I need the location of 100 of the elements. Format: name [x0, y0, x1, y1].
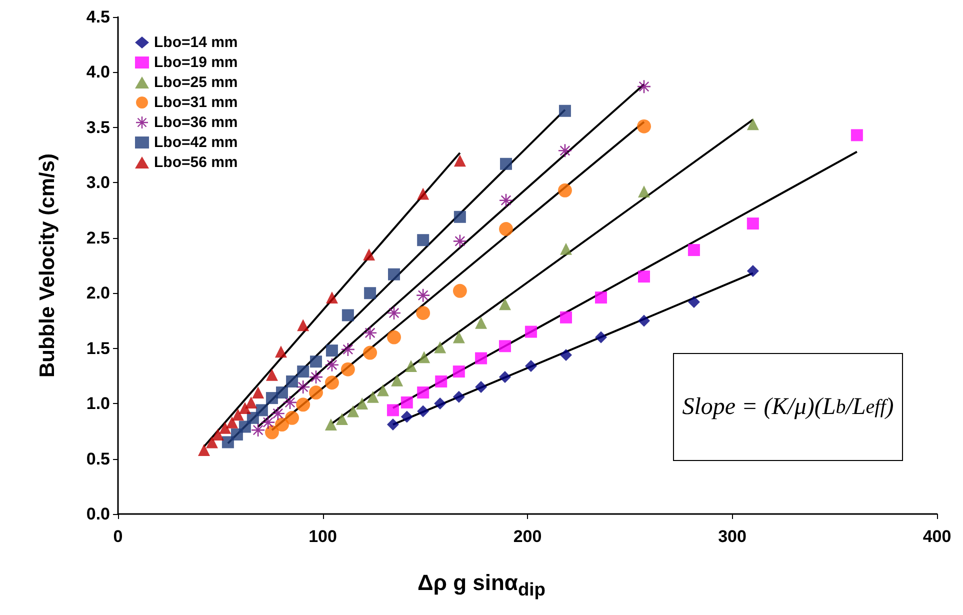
point [212, 428, 224, 440]
point [238, 402, 251, 414]
point [417, 405, 430, 418]
point [364, 287, 376, 300]
x-tick-label: 0 [113, 527, 123, 546]
point [232, 408, 244, 421]
point [595, 292, 608, 304]
y-tick-label: 3.5 [86, 118, 110, 137]
point [388, 268, 400, 280]
point [336, 413, 348, 426]
point [746, 218, 759, 230]
point [286, 375, 298, 388]
point [274, 346, 287, 358]
point [342, 309, 354, 322]
point [417, 188, 430, 200]
point [418, 351, 430, 364]
point [454, 154, 466, 167]
point [453, 234, 466, 248]
point [296, 398, 310, 412]
point [256, 404, 268, 416]
point [558, 104, 571, 117]
point [297, 366, 310, 378]
point [285, 410, 300, 425]
point [391, 374, 404, 386]
point [252, 386, 264, 399]
point [850, 129, 863, 142]
point [347, 405, 360, 418]
point [326, 292, 338, 304]
x-tick-label: 200 [513, 527, 542, 546]
point [400, 410, 413, 423]
point [688, 296, 700, 308]
y-tick-label: 3.0 [86, 173, 110, 192]
point [417, 386, 430, 399]
point [309, 386, 323, 400]
x-tick-label: 400 [922, 527, 952, 546]
point [500, 194, 512, 207]
point [746, 118, 759, 130]
point [638, 270, 650, 283]
point [324, 376, 339, 390]
point [206, 436, 218, 448]
point [595, 331, 608, 344]
point [366, 390, 379, 403]
point [434, 341, 446, 354]
point [404, 360, 417, 372]
point [452, 331, 465, 344]
point [275, 418, 290, 432]
point [266, 392, 278, 404]
y-tick-label: 0.0 [86, 504, 110, 524]
point [524, 360, 537, 372]
point [276, 386, 288, 399]
legend-label: Lbo=14 mm [154, 34, 238, 51]
point [238, 420, 251, 433]
point [498, 298, 511, 310]
point [297, 319, 310, 332]
point [452, 390, 465, 403]
point [264, 425, 279, 440]
point [435, 375, 448, 388]
y-tick-label: 1.0 [86, 394, 110, 414]
point [219, 422, 232, 434]
point [363, 248, 376, 260]
y-tick-label: 2.5 [86, 228, 110, 248]
point [266, 368, 278, 381]
y-tick-label: 4.5 [86, 8, 110, 26]
point [637, 119, 652, 134]
point [326, 344, 338, 357]
point [475, 380, 488, 393]
legend-label: Lbo=25 mm [154, 74, 238, 91]
point [400, 396, 413, 408]
legend-label: Lbo=31 mm [154, 94, 238, 111]
point [386, 404, 399, 416]
y-tick-label: 1.5 [86, 338, 110, 358]
point [245, 396, 258, 408]
legend-label: Lbo=36 mm [154, 114, 238, 131]
point [558, 183, 572, 198]
point [746, 265, 759, 278]
point [226, 416, 238, 428]
point [363, 346, 378, 360]
point [376, 384, 389, 396]
x-tick-label: 100 [308, 527, 337, 546]
point [262, 416, 275, 429]
point [498, 340, 511, 352]
x-axis-title: Δρ g sinα$_{dip}$ [416, 570, 546, 600]
point [638, 186, 650, 198]
point [310, 356, 322, 368]
y-tick-label: 0.5 [86, 449, 110, 468]
legend-label: Lbo=42 mm [154, 134, 238, 151]
point [688, 244, 700, 256]
point [452, 366, 465, 378]
point [452, 284, 467, 298]
point [560, 311, 572, 324]
y-tick-label: 2.0 [86, 284, 110, 303]
x-tick-label: 300 [718, 527, 746, 546]
point [454, 210, 466, 223]
point [417, 234, 430, 246]
point [558, 144, 572, 158]
point [475, 352, 488, 364]
point [198, 444, 210, 456]
point [500, 158, 512, 170]
legend-label: Lbo=56 mm [154, 154, 238, 171]
point [560, 242, 572, 255]
